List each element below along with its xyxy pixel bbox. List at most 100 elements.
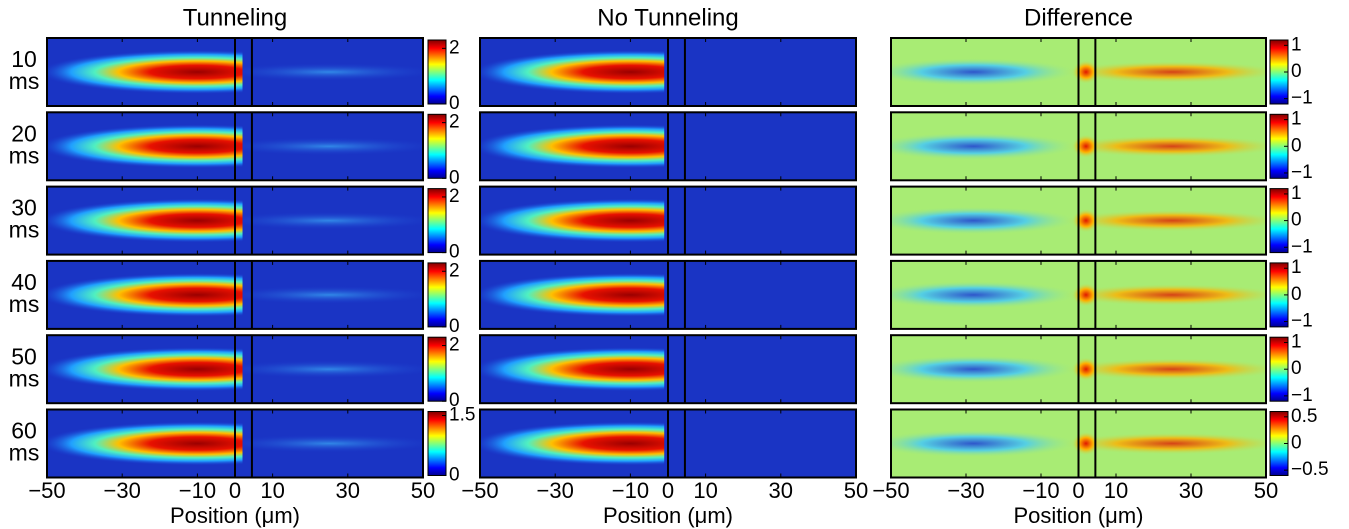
x-tick-label: 30	[769, 478, 793, 503]
colorbar-tick-label: −1	[1291, 385, 1313, 406]
x-tick-label: 10	[693, 478, 717, 503]
colorbar-tick-label: 0.5	[1291, 406, 1317, 427]
heatmap-panel	[47, 409, 423, 478]
colorbar-tick-label: 1	[1291, 183, 1302, 204]
heatmap-cloud	[47, 124, 243, 169]
heatmap-depletion	[891, 206, 1079, 235]
x-tick-label: −50	[28, 478, 65, 503]
x-tick-label: 50	[844, 478, 868, 503]
heatmap-cloud	[47, 347, 243, 392]
row-unit: ms	[9, 440, 40, 466]
x-tick-label: 30	[336, 478, 360, 503]
axes-frame	[479, 334, 857, 405]
colorbar-tick-label: 0	[1291, 210, 1302, 231]
heatmap-panel	[480, 335, 856, 404]
heatmap-excess	[1059, 283, 1266, 306]
heatmap-tail	[216, 434, 423, 453]
x-axis-label: Position (μm)	[1013, 503, 1143, 528]
heatmap-panel	[47, 38, 423, 106]
row-label: 20	[11, 120, 37, 146]
row-label: 40	[11, 269, 37, 295]
heatmap-excess	[1059, 358, 1266, 381]
heatmap-cloud	[47, 272, 243, 317]
x-tick-label: 50	[1254, 478, 1278, 503]
colorbar	[427, 411, 447, 476]
heatmap-tail	[216, 63, 423, 81]
x-tick-label: −10	[1022, 478, 1059, 503]
colorbar-tick-label: 1	[1291, 34, 1302, 55]
heatmap-panel	[480, 38, 856, 106]
heatmap-depletion	[891, 58, 1079, 86]
x-tick-label: −30	[947, 478, 984, 503]
x-tick-label: −30	[537, 478, 574, 503]
colorbar-tick-label: 0	[1291, 358, 1302, 379]
heatmap-cloud	[480, 198, 665, 243]
heatmap-excess	[1059, 432, 1266, 455]
heatmap-panel	[480, 186, 856, 255]
colorbar-tick-label: 2	[449, 112, 460, 133]
heatmap-tail	[216, 360, 423, 379]
colorbar-tick-label: 0	[449, 93, 460, 114]
x-tick-label: −50	[461, 478, 498, 503]
colorbar-tick-label: 0	[449, 465, 460, 486]
colorbar-tick-label: −1	[1291, 88, 1313, 109]
x-tick-label: −10	[179, 478, 216, 503]
heatmap-cloud	[47, 421, 243, 466]
row-label: 10	[11, 46, 37, 72]
heatmap-depletion	[891, 132, 1079, 161]
row-label: 60	[11, 418, 37, 444]
row-label: 30	[11, 195, 37, 221]
x-tick-label: −30	[104, 478, 141, 503]
axes-frame	[46, 259, 424, 330]
colorbar-tick-label: −1	[1291, 236, 1313, 257]
axes-frame	[46, 37, 424, 107]
x-tick-label: 0	[662, 478, 674, 503]
colorbar-tick-label: −1	[1291, 162, 1313, 183]
heatmap-cloud	[47, 50, 243, 94]
x-tick-label: 10	[1104, 478, 1128, 503]
column-title: Difference	[1024, 4, 1133, 31]
axes-frame	[890, 334, 1267, 405]
heatmap-panel	[47, 112, 423, 181]
axes-frame	[46, 111, 424, 182]
colorbar	[427, 39, 447, 105]
heatmap-cloud	[480, 124, 665, 169]
row-unit: ms	[9, 68, 40, 94]
axes-frame	[479, 37, 857, 107]
axes-frame	[479, 111, 857, 182]
colorbar-tick-label: −1	[1291, 311, 1313, 332]
heatmap-cloud	[480, 347, 665, 392]
row-unit: ms	[9, 142, 40, 168]
colorbar-tick-label: 2	[449, 335, 460, 356]
x-tick-label: 30	[1179, 478, 1203, 503]
heatmap-panel	[891, 335, 1266, 404]
heatmap-depletion	[891, 355, 1079, 384]
heatmap-tail	[216, 285, 423, 304]
heatmap-panel	[891, 186, 1266, 255]
row-label: 50	[11, 343, 37, 369]
colorbar	[427, 188, 447, 254]
axes-frame	[890, 185, 1267, 256]
heatmap-cloud	[480, 272, 665, 317]
x-tick-label: 0	[1072, 478, 1084, 503]
colorbar-tick-label: 1	[1291, 257, 1302, 278]
x-tick-label: −10	[612, 478, 649, 503]
heatmap-cloud	[47, 198, 243, 243]
colorbar-tick-label: 0	[1291, 135, 1302, 156]
axes-frame	[479, 185, 857, 256]
colorbar-tick-label: 2	[449, 37, 460, 58]
colorbar-tick-label: 1	[1291, 109, 1302, 130]
axes-frame	[479, 259, 857, 330]
x-tick-label: 0	[229, 478, 241, 503]
axes-frame	[890, 259, 1267, 330]
colorbar-tick-label: −0.5	[1291, 459, 1329, 480]
row-unit: ms	[9, 291, 40, 317]
heatmap-panel	[47, 260, 423, 329]
heatmap-tail	[216, 211, 423, 230]
heatmap-panel	[480, 260, 856, 329]
axes-frame	[46, 408, 424, 479]
axes-frame	[46, 334, 424, 405]
heatmap-depletion	[891, 429, 1079, 458]
colorbar-tick-label: 2	[449, 186, 460, 207]
